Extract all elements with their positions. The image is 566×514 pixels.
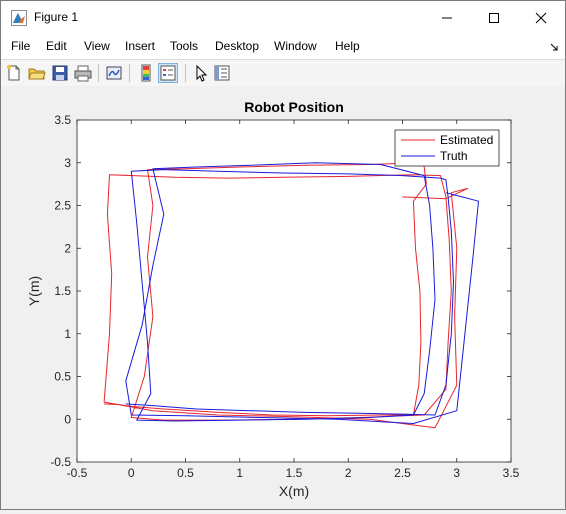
toolbar-separator: [185, 64, 186, 82]
y-axis-label: Y(m): [26, 276, 42, 306]
y-tick-label: 3.5: [54, 113, 71, 127]
y-tick-label: 2.5: [54, 199, 71, 213]
property-inspector-icon[interactable]: [213, 64, 231, 82]
title-bar[interactable]: Figure 1: [1, 1, 565, 35]
maximize-button[interactable]: [471, 1, 517, 35]
minimize-icon: [442, 17, 452, 19]
menu-window[interactable]: Window: [274, 39, 317, 53]
menu-view[interactable]: View: [84, 39, 110, 53]
x-tick-label: 3.5: [503, 466, 520, 480]
figure-toolbar: [1, 59, 565, 87]
toolbar-separator: [129, 64, 130, 82]
menu-bar: File Edit View Insert Tools Desktop Wind…: [1, 35, 565, 59]
legend-icon[interactable]: [158, 63, 178, 83]
robot-position-plot[interactable]: -0.5 0 0.5 1 1.5 2 2.5 3 3.5 -0.5 0 0.5 1 1.5 2 2.5 3 3.5…: [1, 86, 565, 509]
y-tick-label: -0.5: [50, 455, 71, 469]
figure-canvas: -0.5 0 0.5 1 1.5 2 2.5 3 3.5 -0.5 0 0.5 1 1.5 2 2.5 3 3.5…: [1, 86, 565, 509]
link-plot-icon[interactable]: [105, 64, 123, 82]
y-tick-label: 2: [64, 241, 71, 255]
matlab-logo-icon: [11, 10, 27, 26]
menu-edit[interactable]: Edit: [46, 39, 67, 53]
y-tick-label: 1.5: [54, 284, 71, 298]
menu-desktop[interactable]: Desktop: [215, 39, 260, 53]
x-tick-label: 1.5: [286, 466, 303, 480]
menu-file[interactable]: File: [11, 39, 31, 53]
legend-estimated-label: Estimated: [440, 133, 493, 147]
menu-tools[interactable]: Tools: [170, 39, 199, 53]
legend-truth-label: Truth: [440, 149, 468, 163]
close-button[interactable]: [518, 1, 564, 35]
y-tick-label: 0.5: [54, 370, 71, 384]
x-tick-label: -0.5: [67, 466, 88, 480]
chart-title: Robot Position: [244, 99, 344, 115]
open-file-icon[interactable]: [28, 64, 46, 82]
window-title: Figure 1: [34, 10, 79, 24]
dock-arrow-icon[interactable]: [550, 43, 558, 51]
print-icon[interactable]: [74, 64, 92, 82]
new-figure-icon[interactable]: [5, 64, 23, 82]
x-tick-label: 2.5: [394, 466, 411, 480]
menu-help[interactable]: Help: [335, 39, 360, 53]
legend[interactable]: Estimated Truth: [394, 129, 500, 167]
legend-box: [394, 129, 500, 167]
y-tick-label: 3: [64, 156, 71, 170]
x-tick-label: 2: [345, 466, 352, 480]
y-tick-label: 1: [64, 327, 71, 341]
colorbar-icon[interactable]: [137, 64, 155, 82]
x-tick-label: 0.5: [177, 466, 194, 480]
x-axis-label: X(m): [279, 483, 309, 499]
menu-insert[interactable]: Insert: [125, 39, 156, 53]
x-tick-label: 3: [453, 466, 460, 480]
y-tick-label: 0: [64, 412, 71, 426]
minimize-button[interactable]: [424, 1, 470, 35]
x-tick-label: 0: [128, 466, 135, 480]
save-icon[interactable]: [51, 64, 69, 82]
maximize-icon: [489, 13, 499, 23]
close-icon: [535, 12, 547, 24]
pointer-icon[interactable]: [193, 64, 211, 82]
x-tick-label: 1: [236, 466, 243, 480]
plot-traces: [103, 160, 479, 429]
axis-ticks: -0.5 0 0.5 1 1.5 2 2.5 3 3.5 -0.5 0 0.5 1 1.5 2 2.5 3 3.5: [50, 113, 519, 480]
toolbar-separator: [98, 64, 99, 82]
truth-path-line: [125, 162, 479, 424]
